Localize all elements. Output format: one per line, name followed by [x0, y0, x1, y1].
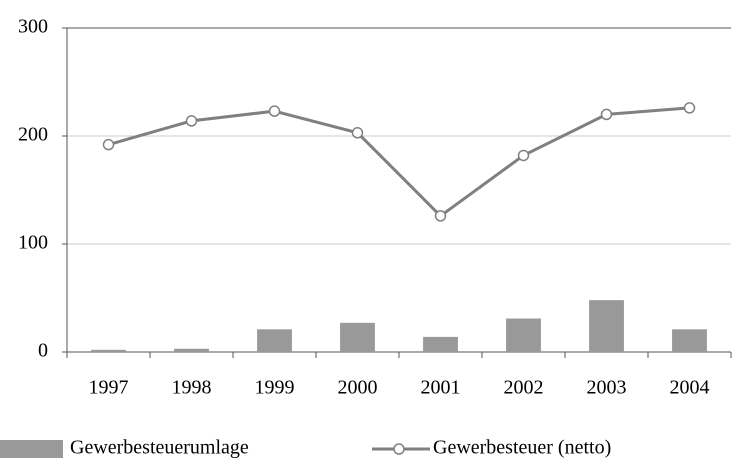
y-tick-label: 200 — [18, 124, 48, 146]
x-tick-label: 1998 — [172, 377, 212, 399]
marker — [434, 210, 447, 222]
y-tick-label: 0 — [38, 340, 48, 362]
marker — [268, 105, 281, 117]
bar — [506, 318, 541, 352]
x-tick-label: 1997 — [89, 377, 129, 399]
x-tick-label: 2000 — [338, 377, 378, 399]
marker — [683, 102, 696, 114]
marker — [102, 138, 115, 151]
marker — [600, 108, 613, 121]
x-tick-label: 2003 — [587, 377, 627, 399]
bar — [257, 329, 292, 352]
bar — [91, 349, 126, 352]
marker — [185, 115, 198, 127]
x-tick-label: 2001 — [421, 377, 461, 399]
line — [108, 106, 690, 218]
bar — [423, 336, 458, 352]
x-tick-label: 2004 — [670, 377, 710, 399]
marker — [517, 149, 530, 162]
bar — [672, 329, 707, 352]
y-tick-label: 300 — [18, 16, 48, 38]
legend-label: Gewerbesteuerumlage — [70, 437, 249, 459]
legend-marker — [393, 443, 405, 455]
legend-label: Gewerbesteuer (netto) — [433, 437, 611, 459]
y-tick-label: 100 — [18, 232, 48, 254]
x-tick-label: 1999 — [255, 377, 295, 399]
marker — [351, 127, 364, 139]
bar — [340, 322, 375, 352]
bar — [174, 348, 209, 352]
legend-swatch — [0, 440, 63, 458]
x-tick-label: 2002 — [504, 377, 544, 399]
bar — [589, 300, 624, 352]
